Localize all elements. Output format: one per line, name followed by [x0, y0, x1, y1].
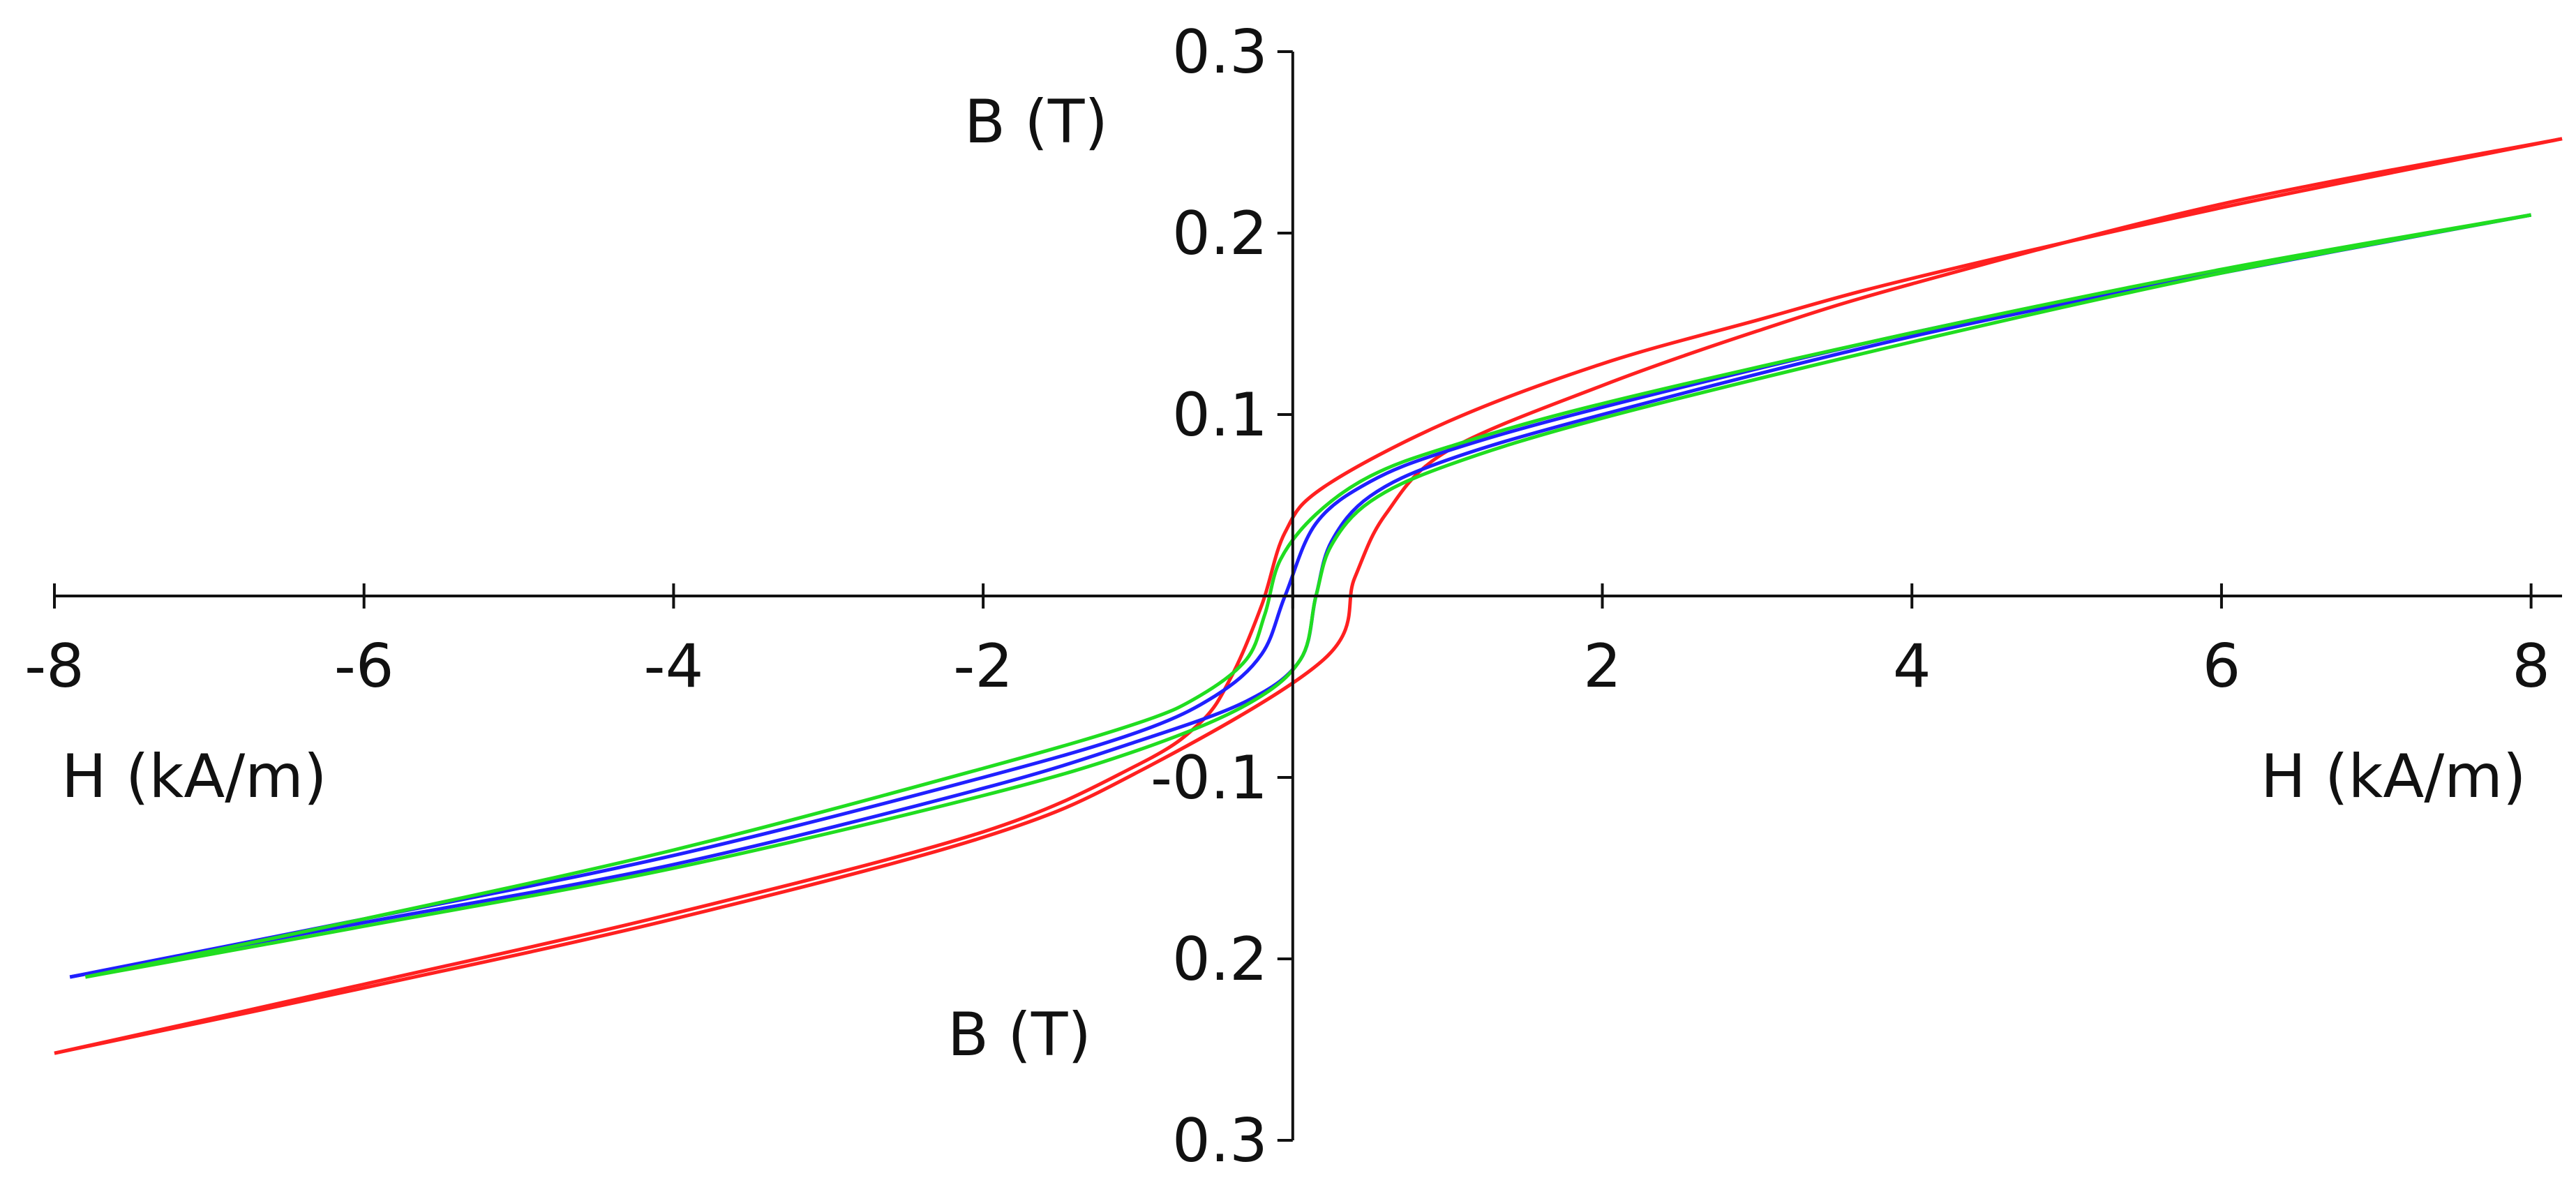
x-tick-label: -4: [644, 632, 704, 701]
series-0-branch-1: [54, 137, 2563, 1055]
x-tick-label: 2: [1583, 632, 1622, 701]
y-tick-label: 0.1: [1172, 380, 1268, 450]
y-tick-label: 0.2: [1172, 925, 1268, 994]
y-tick-label: 0.2: [1172, 199, 1268, 269]
y-axis-label-bottom: B (T): [948, 1000, 1091, 1070]
x-tick-label: 8: [2512, 632, 2550, 701]
x-tick-label: 4: [1893, 632, 1931, 701]
series-0-branch-0: [54, 137, 2563, 1055]
x-axis-label-right: H (kA/m): [2261, 742, 2526, 812]
x-tick-label: -8: [24, 632, 84, 701]
y-tick-label: 0.3: [1172, 1106, 1268, 1176]
y-tick-label: -0.1: [1151, 743, 1268, 813]
axes-layer: -8 -6 -4 -2 2 4 6 8 0.3 0.2 0.1 -0.1 0.2 0.3: [24, 17, 2562, 1176]
x-tick-label: 6: [2203, 632, 2241, 701]
y-ticks: 0.3 0.2 0.1 -0.1 0.2 0.3: [1151, 17, 1293, 1176]
y-axis-label-top: B (T): [964, 87, 1108, 157]
x-axis-label-left: H (kA/m): [61, 742, 327, 812]
series-2-branch-1: [84, 213, 2532, 979]
x-ticks: -8 -6 -4 -2 2 4 6 8: [24, 583, 2550, 701]
x-tick-label: -2: [953, 632, 1013, 701]
y-tick-label: 0.3: [1172, 17, 1268, 87]
x-tick-label: -6: [334, 632, 394, 701]
